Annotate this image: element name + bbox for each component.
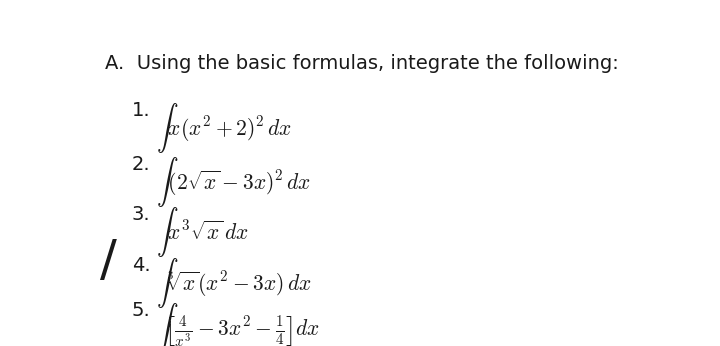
Text: $\int x^3\sqrt{x}\,dx$: $\int x^3\sqrt{x}\,dx$ (156, 206, 249, 260)
Text: 2.: 2. (132, 155, 150, 174)
Text: 1.: 1. (132, 101, 150, 120)
Text: A.  Using the basic formulas, integrate the following:: A. Using the basic formulas, integrate t… (104, 54, 618, 73)
Text: $\int \sqrt[3]{x}(x^2-3x)\,dx$: $\int \sqrt[3]{x}(x^2-3x)\,dx$ (156, 256, 312, 310)
Text: 4.: 4. (132, 256, 150, 275)
Text: $\int x(x^2+2)^2\,dx$: $\int x(x^2+2)^2\,dx$ (156, 101, 292, 155)
Text: /: / (100, 237, 117, 285)
Text: $\int (2\sqrt{x}-3x)^2\,dx$: $\int (2\sqrt{x}-3x)^2\,dx$ (156, 155, 311, 209)
Text: 3.: 3. (132, 206, 150, 224)
Text: 5.: 5. (132, 301, 150, 320)
Text: $\int\!\left[\frac{4}{x^3}-3x^2-\frac{1}{4}\right]dx$: $\int\!\left[\frac{4}{x^3}-3x^2-\frac{1}… (156, 301, 320, 346)
